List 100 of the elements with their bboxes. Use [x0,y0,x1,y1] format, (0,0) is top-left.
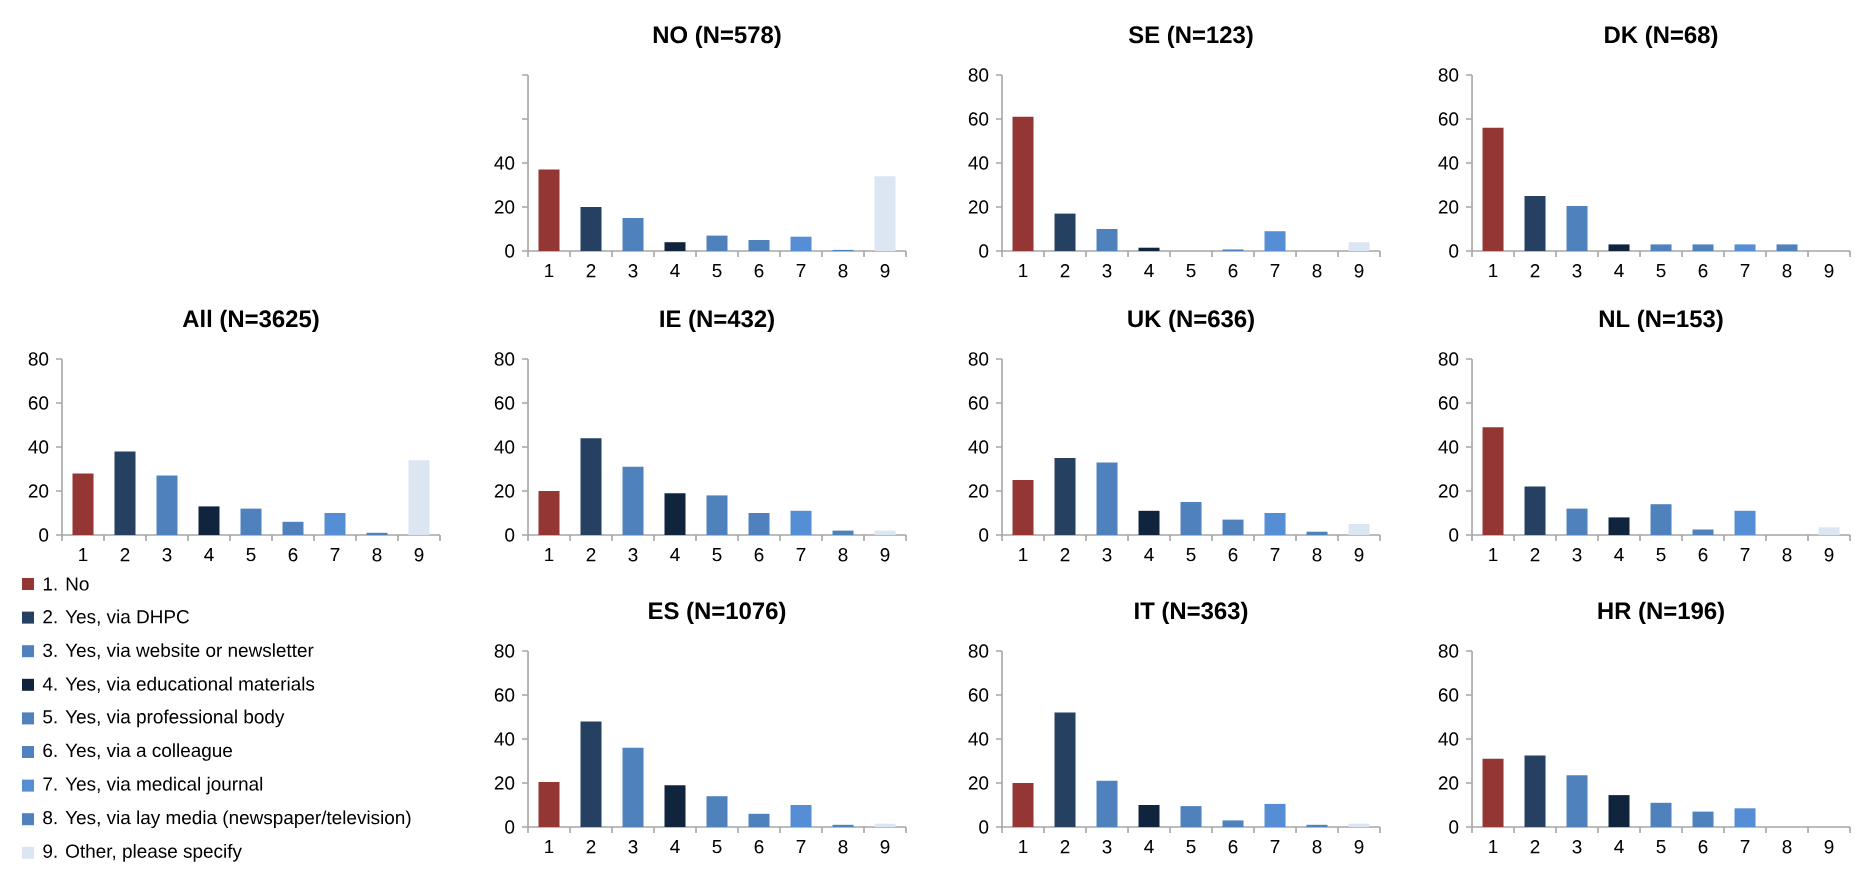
x-tick-label: 2 [1530,264,1540,278]
x-tick-label: 7 [796,840,806,854]
bar [198,506,220,536]
bar [748,813,770,828]
x-tick-label: 8 [1782,264,1792,278]
x-tick-label: 9 [880,264,890,278]
bar [580,721,602,828]
x-tick-label: 3 [628,548,638,562]
x-tick-label: 2 [120,548,130,562]
bar [1222,519,1244,536]
y-tick-label: 60 [1438,112,1459,126]
x-tick-label: 7 [1270,840,1280,854]
x-tick-label: 8 [838,548,848,562]
y-tick-label: 80 [968,68,989,82]
chart-title: NL (N=153) [1599,309,1723,333]
bar [1012,783,1034,828]
bar [1734,808,1756,828]
x-tick-label: 4 [204,548,214,562]
y-tick-label: 60 [968,112,989,126]
x-tick-label: 6 [1698,264,1708,278]
x-tick-label: 4 [1144,548,1154,562]
bar [1096,229,1118,252]
x-tick-label: 3 [1572,840,1582,854]
x-tick-label: 9 [880,548,890,562]
y-tick-label: 60 [968,688,989,702]
bar [790,805,812,828]
category-label: 8. Yes, via lay media (newspaper/television) [43,810,411,829]
bar [1012,116,1034,252]
x-tick-label: 1 [1489,548,1498,562]
bar [1692,244,1714,252]
y-tick-label: 40 [494,156,515,170]
y-tick-label: 0 [505,244,515,258]
bar [874,176,896,252]
x-tick-label: 7 [1270,264,1280,278]
y-tick-label: 80 [494,644,515,658]
bar [1608,244,1630,252]
x-tick-label: 2 [586,264,596,278]
bar [1650,802,1672,828]
x-tick-label: 5 [1656,840,1666,854]
bar [1482,127,1504,252]
bar [538,169,560,252]
y-tick-label: 80 [1438,644,1459,658]
bar [1650,504,1672,536]
bar [1566,205,1588,252]
bar [114,451,136,536]
x-tick-label: 8 [838,264,848,278]
bar [874,530,896,536]
chart-title: All (N=3625) [182,309,319,333]
bar [1348,524,1370,536]
x-tick-label: 4 [1614,840,1624,854]
bar [1264,803,1286,828]
bar [1264,231,1286,252]
x-tick-label: 8 [1312,548,1322,562]
bar [1566,508,1588,536]
x-tick-label: 4 [670,264,680,278]
bar [706,495,728,536]
y-tick-label: 60 [28,396,49,410]
y-tick-label: 80 [28,352,49,366]
bar [622,466,644,536]
x-tick-label: 6 [1228,548,1238,562]
x-tick-label: 3 [1102,840,1112,854]
bar [622,747,644,828]
chart-title: IT (N=363) [1135,601,1248,625]
x-tick-label: 5 [1656,264,1666,278]
bar [1566,775,1588,828]
x-tick-label: 8 [1312,840,1322,854]
bar [1348,823,1370,828]
x-tick-label: 7 [1740,840,1750,854]
x-tick-label: 1 [545,264,554,278]
y-tick-label: 0 [1449,244,1459,258]
x-tick-label: 4 [670,548,680,562]
x-tick-label: 9 [880,840,890,854]
x-tick-label: 7 [330,548,340,562]
category-label: 9. Other, please specify [43,843,242,862]
x-tick-label: 6 [1228,840,1238,854]
y-tick-label: 20 [494,484,515,498]
bar [1054,712,1076,828]
x-tick-label: 2 [1060,264,1070,278]
bar [408,460,430,536]
x-tick-label: 1 [1019,840,1028,854]
x-tick-label: 9 [1354,264,1364,278]
bar [790,236,812,252]
x-tick-label: 8 [1782,548,1792,562]
x-tick-label: 6 [288,548,298,562]
x-tick-label: 4 [1614,548,1624,562]
x-tick-label: 2 [1060,840,1070,854]
bar [538,491,560,536]
bar [664,242,686,252]
y-tick-label: 60 [968,396,989,410]
x-tick-label: 1 [79,548,88,562]
bar [832,530,854,536]
bar [1012,480,1034,536]
chart-title: ES (N=1076) [649,601,786,625]
x-tick-label: 3 [1572,548,1582,562]
y-tick-label: 20 [1438,200,1459,214]
x-tick-label: 3 [1102,264,1112,278]
category-label: 5. Yes, via professional body [43,709,285,728]
x-tick-label: 2 [586,548,596,562]
x-tick-label: 3 [162,548,172,562]
x-tick-label: 6 [1698,548,1708,562]
